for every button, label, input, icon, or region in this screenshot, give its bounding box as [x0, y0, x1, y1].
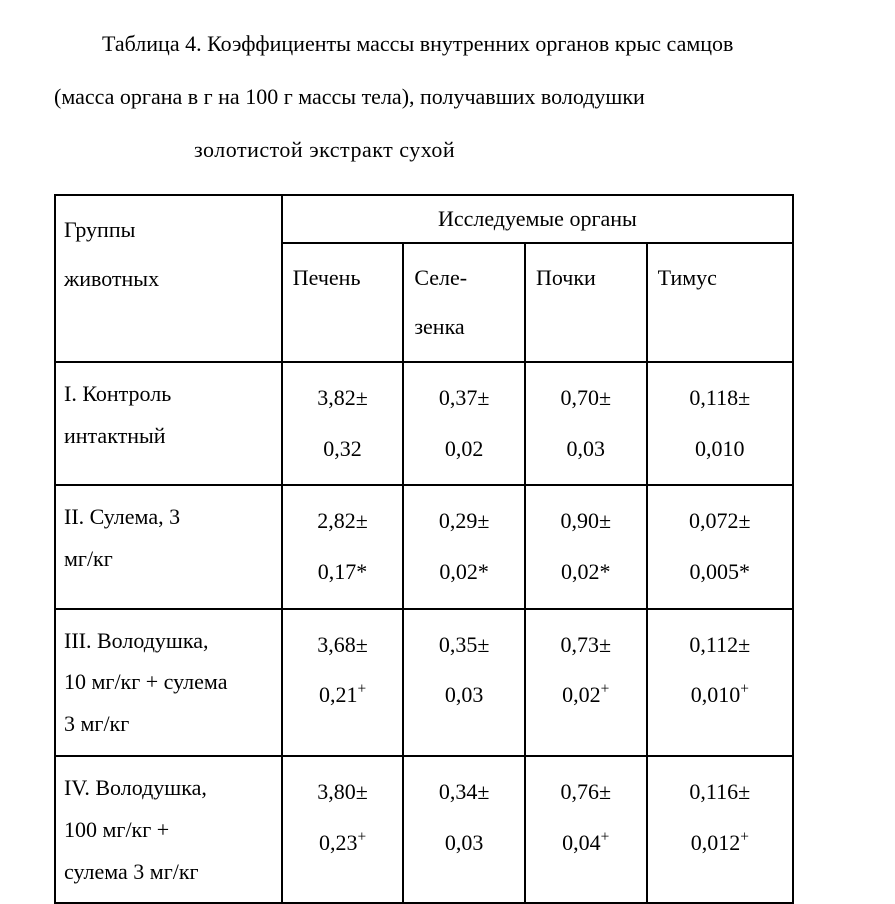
- group-line: IV. Володушка,: [64, 775, 207, 800]
- value-top: 0,118±: [689, 385, 750, 410]
- header-col-liver: Печень: [282, 243, 404, 362]
- value-bottom: 0,005*: [690, 547, 751, 598]
- value-cell-kidneys: 0,90± 0,02*: [525, 485, 647, 608]
- table-row: III. Володушка, 10 мг/кг + сулема 3 мг/кг 3…: [55, 609, 793, 756]
- value-top: 0,37±: [439, 385, 490, 410]
- caption-line-3: золотистой экстракт сухой: [54, 124, 875, 177]
- value-cell-spleen: 0,35± 0,03: [403, 609, 525, 756]
- value-top: 2,82±: [317, 508, 368, 533]
- value-bottom: 0,010+: [691, 670, 749, 721]
- value-bottom: 0,02*: [439, 547, 489, 598]
- value-bottom: 0,02: [445, 424, 484, 475]
- value-bottom: 0,02*: [561, 547, 611, 598]
- value-bottom: 0,03: [445, 818, 484, 869]
- value-top: 3,68±: [317, 632, 368, 657]
- header-organs: Исследуемые органы: [282, 195, 793, 243]
- value-bottom: 0,23+: [319, 818, 366, 869]
- value-bottom: 0,32: [323, 424, 362, 475]
- value-top: 0,112±: [689, 632, 750, 657]
- group-line: 10 мг/кг + сулема: [64, 669, 227, 694]
- group-line: сулема 3 мг/кг: [64, 859, 199, 884]
- value-bottom: 0,04+: [562, 818, 609, 869]
- value-top: 0,34±: [439, 779, 490, 804]
- value-bottom: 0,012+: [691, 818, 749, 869]
- value-top: 0,116±: [689, 779, 750, 804]
- table-caption: Таблица 4. Коэффициенты массы внутренних…: [54, 18, 875, 176]
- group-cell: I. Контроль интактный: [55, 362, 282, 485]
- value-bottom: 0,010: [695, 424, 745, 475]
- value-cell-kidneys: 0,73± 0,02+: [525, 609, 647, 756]
- group-line: I. Контроль: [64, 381, 171, 406]
- group-line: 100 мг/кг +: [64, 817, 169, 842]
- value-cell-spleen: 0,29± 0,02*: [403, 485, 525, 608]
- value-top: 0,73±: [560, 632, 611, 657]
- superscript-marker: +: [601, 828, 610, 845]
- value-cell-thymus: 0,112± 0,010+: [647, 609, 793, 756]
- superscript-marker: +: [357, 828, 366, 845]
- value-top: 0,70±: [560, 385, 611, 410]
- value-cell-kidneys: 0,76± 0,04+: [525, 756, 647, 903]
- value-bottom: 0,21+: [319, 670, 366, 721]
- group-line: интактный: [64, 423, 166, 448]
- group-line: 3 мг/кг: [64, 711, 129, 736]
- value-bottom: 0,03: [567, 424, 606, 475]
- table-body: I. Контрольинтактный3,82±0,320,37±0,020,…: [55, 362, 793, 903]
- table-row: II. Сулема, 3мг/кг2,82±0,17*0,29±0,02*0,…: [55, 485, 793, 608]
- group-cell: II. Сулема, 3 мг/кг: [55, 485, 282, 608]
- value-cell-spleen: 0,34± 0,03: [403, 756, 525, 903]
- value-bottom: 0,02+: [562, 670, 609, 721]
- value-top: 0,072±: [689, 508, 751, 533]
- header-col-spleen-line1: Селе-: [414, 265, 467, 290]
- table-row: IV. Володушка, 100 мг/кг + сулема 3 мг/кг 3…: [55, 756, 793, 903]
- header-row-1: Группы животных Исследуемые органы: [55, 195, 793, 243]
- header-col-kidneys: Почки: [525, 243, 647, 362]
- value-cell-liver: 3,80± 0,23+: [282, 756, 404, 903]
- value-top: 0,35±: [439, 632, 490, 657]
- value-top: 0,29±: [439, 508, 490, 533]
- caption-line-2: (масса органа в г на 100 г массы тела), …: [54, 71, 875, 124]
- superscript-marker: +: [740, 828, 749, 845]
- value-bottom: 0,03: [445, 670, 484, 721]
- group-cell: IV. Володушка, 100 мг/кг + сулема 3 мг/кг: [55, 756, 282, 903]
- value-cell-liver: 3,82± 0,32: [282, 362, 404, 485]
- superscript-marker: +: [357, 681, 366, 698]
- group-line: III. Володушка,: [64, 628, 208, 653]
- value-cell-thymus: 0,118± 0,010: [647, 362, 793, 485]
- table-row: I. Контрольинтактный3,82±0,320,37±0,020,…: [55, 362, 793, 485]
- superscript-marker: +: [740, 681, 749, 698]
- value-cell-liver: 3,68± 0,21+: [282, 609, 404, 756]
- group-line: мг/кг: [64, 546, 113, 571]
- value-cell-liver: 2,82± 0,17*: [282, 485, 404, 608]
- group-line: II. Сулема, 3: [64, 504, 180, 529]
- superscript-marker: +: [601, 681, 610, 698]
- value-cell-kidneys: 0,70± 0,03: [525, 362, 647, 485]
- header-groups-line1: Группы: [64, 217, 135, 242]
- value-top: 3,82±: [317, 385, 368, 410]
- organ-mass-table: Группы животных Исследуемые органы Печен…: [54, 194, 794, 904]
- header-groups: Группы животных: [55, 195, 282, 362]
- header-col-spleen: Селе- зенка: [403, 243, 525, 362]
- header-col-thymus: Тимус: [647, 243, 793, 362]
- caption-line-1: Таблица 4. Коэффициенты массы внутренних…: [54, 18, 875, 71]
- header-col-spleen-line2: зенка: [414, 314, 464, 339]
- value-top: 3,80±: [317, 779, 368, 804]
- value-cell-spleen: 0,37± 0,02: [403, 362, 525, 485]
- value-bottom: 0,17*: [318, 547, 368, 598]
- value-cell-thymus: 0,072± 0,005*: [647, 485, 793, 608]
- value-cell-thymus: 0,116± 0,012+: [647, 756, 793, 903]
- header-groups-line2: животных: [64, 266, 159, 291]
- group-cell: III. Володушка, 10 мг/кг + сулема 3 мг/кг: [55, 609, 282, 756]
- value-top: 0,76±: [560, 779, 611, 804]
- value-top: 0,90±: [560, 508, 611, 533]
